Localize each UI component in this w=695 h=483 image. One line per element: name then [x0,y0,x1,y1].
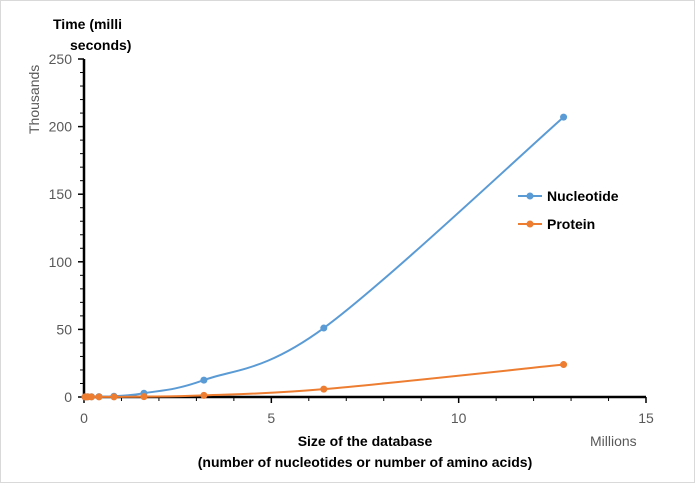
data-point-protein [140,393,148,401]
x-axis-title: (number of nucleotides or number of amin… [198,454,532,470]
x-tick-label: 5 [267,410,275,426]
x-tick-label: 0 [80,410,88,426]
data-point-protein [87,393,95,401]
labels-layer: 0 50 100 150 200 250 0 5 10 15 Time (milli seconds)… [26,16,654,470]
y-axis-title: seconds) [70,37,131,53]
data-point-protein [560,361,568,369]
y-tick-label: 150 [49,186,73,202]
legend-marker-nucleotide [526,192,534,200]
legend-marker-protein [526,220,534,228]
data-point-protein [110,393,118,401]
y-tick-label: 250 [49,51,73,67]
data-point-nucleotide [200,376,208,384]
y-tick-label: 0 [64,389,72,405]
x-axis-title: Size of the database [298,433,433,449]
data-point-protein [200,391,208,399]
x-tick-label: 15 [638,410,654,426]
y-tick-label: 100 [49,254,73,270]
x-unit-label: Millions [590,433,637,449]
legend-label-protein: Protein [547,216,595,232]
x-tick-label: 10 [451,410,467,426]
legend-label-nucleotide: Nucleotide [547,188,619,204]
data-point-protein [95,393,103,401]
series-line-nucleotide [84,116,565,398]
y-tick-label: 50 [56,321,72,337]
y-axis-title: Time (milli [53,16,122,32]
data-point-nucleotide [320,324,328,332]
series-layer [81,113,568,401]
data-point-protein [320,385,328,393]
y-unit-label: Thousands [26,65,42,134]
data-point-nucleotide [560,113,568,121]
legend: Nucleotide Protein [518,188,619,232]
y-tick-label: 200 [49,119,73,135]
